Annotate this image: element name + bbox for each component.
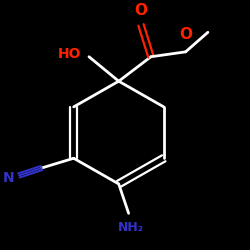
Text: O: O (134, 2, 147, 18)
Text: HO: HO (58, 47, 82, 61)
Text: N: N (2, 171, 14, 185)
Text: NH₂: NH₂ (118, 221, 144, 234)
Text: O: O (179, 27, 192, 42)
